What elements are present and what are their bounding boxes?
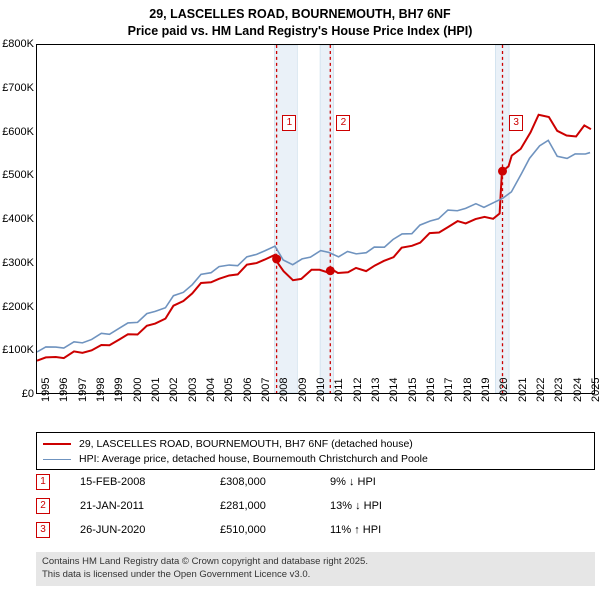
x-tick-label: 2023	[553, 388, 565, 402]
event-marker	[498, 167, 507, 176]
y-tick-label: £500K	[0, 169, 34, 181]
plot-svg	[37, 45, 594, 393]
legend-row: 29, LASCELLES ROAD, BOURNEMOUTH, BH7 6NF…	[43, 437, 588, 452]
event-date: 26-JUN-2020	[80, 524, 190, 536]
title-line-2: Price paid vs. HM Land Registry's House …	[0, 23, 600, 40]
x-tick-label: 2021	[517, 388, 529, 402]
attribution: Contains HM Land Registry data © Crown c…	[36, 552, 595, 586]
x-tick-label: 2007	[260, 388, 272, 402]
event-diff: 11% ↑ HPI	[330, 524, 450, 536]
event-marker	[272, 255, 281, 264]
event-number: 1	[36, 474, 50, 490]
legend-swatch	[43, 459, 71, 460]
x-tick-label: 2013	[370, 388, 382, 402]
y-tick-label: £400K	[0, 213, 34, 225]
x-tick-label: 2009	[297, 388, 309, 402]
recession-band	[320, 45, 334, 393]
x-tick-label: 2010	[315, 388, 327, 402]
y-tick-label: £0	[0, 388, 34, 400]
event-price: £510,000	[220, 524, 300, 536]
x-tick-label: 2022	[535, 388, 547, 402]
chart-container: 29, LASCELLES ROAD, BOURNEMOUTH, BH7 6NF…	[0, 0, 600, 590]
x-tick-label: 2024	[572, 388, 584, 402]
x-tick-label: 2001	[150, 388, 162, 402]
x-tick-label: 2018	[462, 388, 474, 402]
x-tick-label: 2017	[443, 388, 455, 402]
event-date: 21-JAN-2011	[80, 500, 190, 512]
events-table: 1 15-FEB-2008 £308,000 9% ↓ HPI 2 21-JAN-2011…	[36, 470, 595, 542]
x-tick-label: 1999	[113, 388, 125, 402]
event-vline-label: 2	[336, 115, 350, 131]
event-diff: 13% ↓ HPI	[330, 500, 450, 512]
y-tick-label: £200K	[0, 301, 34, 313]
legend-label: HPI: Average price, detached house, Bour…	[79, 452, 428, 467]
x-tick-label: 1998	[95, 388, 107, 402]
x-tick-label: 2008	[278, 388, 290, 402]
y-tick-label: £800K	[0, 38, 34, 50]
event-number: 2	[36, 498, 50, 514]
plot-area: 1 2 3	[36, 44, 595, 394]
legend-swatch	[43, 443, 71, 445]
event-row: 3 26-JUN-2020 £510,000 11% ↑ HPI	[36, 518, 595, 542]
event-marker	[326, 266, 335, 275]
y-tick-label: £600K	[0, 126, 34, 138]
y-tick-label: £700K	[0, 82, 34, 94]
event-vline-label: 1	[282, 115, 296, 131]
x-tick-label: 2020	[498, 388, 510, 402]
event-price: £281,000	[220, 500, 300, 512]
x-tick-label: 2025	[590, 388, 600, 402]
attribution-line-1: Contains HM Land Registry data © Crown c…	[42, 556, 589, 569]
y-tick-label: £300K	[0, 257, 34, 269]
event-price: £308,000	[220, 476, 300, 488]
x-tick-label: 2019	[480, 388, 492, 402]
legend: 29, LASCELLES ROAD, BOURNEMOUTH, BH7 6NF…	[36, 432, 595, 470]
x-tick-label: 2003	[187, 388, 199, 402]
event-vline-label: 3	[509, 115, 523, 131]
title-block: 29, LASCELLES ROAD, BOURNEMOUTH, BH7 6NF…	[0, 0, 600, 40]
event-number: 3	[36, 522, 50, 538]
event-row: 1 15-FEB-2008 £308,000 9% ↓ HPI	[36, 470, 595, 494]
x-tick-label: 2006	[242, 388, 254, 402]
x-tick-label: 2015	[407, 388, 419, 402]
attribution-line-2: This data is licensed under the Open Gov…	[42, 569, 589, 582]
x-tick-label: 2012	[352, 388, 364, 402]
recession-band	[274, 45, 297, 393]
x-tick-label: 2000	[132, 388, 144, 402]
legend-row: HPI: Average price, detached house, Bour…	[43, 452, 588, 467]
y-tick-label: £100K	[0, 344, 34, 356]
title-line-1: 29, LASCELLES ROAD, BOURNEMOUTH, BH7 6NF	[0, 6, 600, 23]
event-row: 2 21-JAN-2011 £281,000 13% ↓ HPI	[36, 494, 595, 518]
x-tick-label: 1997	[77, 388, 89, 402]
legend-label: 29, LASCELLES ROAD, BOURNEMOUTH, BH7 6NF…	[79, 437, 413, 452]
event-date: 15-FEB-2008	[80, 476, 190, 488]
x-tick-label: 2014	[388, 388, 400, 402]
x-tick-label: 1995	[40, 388, 52, 402]
event-diff: 9% ↓ HPI	[330, 476, 450, 488]
x-tick-label: 2005	[223, 388, 235, 402]
x-tick-label: 2011	[333, 388, 345, 402]
x-tick-label: 1996	[58, 388, 70, 402]
plot: 1 2 3 £0 £100K £200K £300K £400K £500K £600K £700…	[0, 44, 600, 429]
x-tick-label: 2002	[168, 388, 180, 402]
x-tick-label: 2004	[205, 388, 217, 402]
x-tick-label: 2016	[425, 388, 437, 402]
